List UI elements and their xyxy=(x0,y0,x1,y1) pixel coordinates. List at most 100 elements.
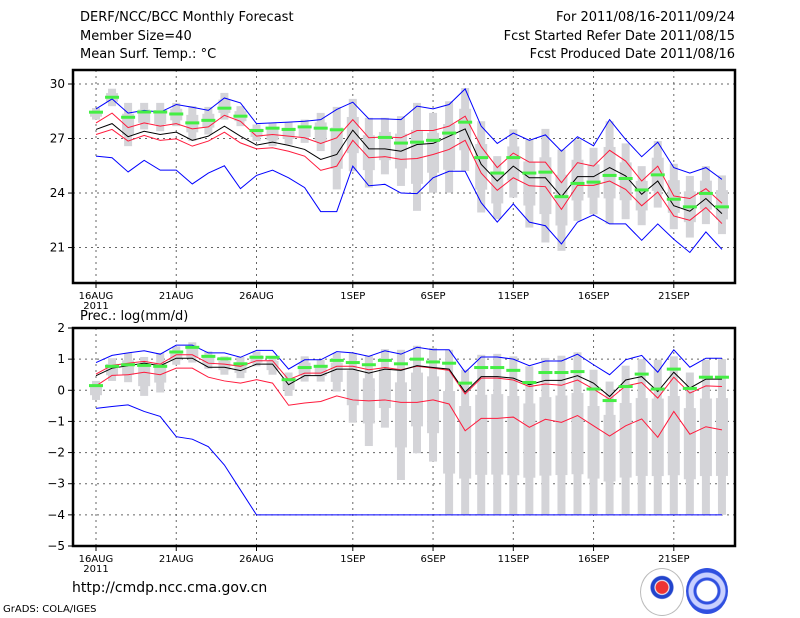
green-marker xyxy=(137,363,152,367)
green-marker xyxy=(329,128,344,132)
green-marker xyxy=(506,368,521,372)
green-marker xyxy=(618,176,633,180)
quartile-box xyxy=(122,113,135,136)
green-marker xyxy=(666,197,681,201)
green-marker xyxy=(201,354,216,358)
series-min-line xyxy=(95,155,723,254)
green-marker xyxy=(650,173,665,177)
series-max-line xyxy=(95,88,723,180)
quartile-box xyxy=(362,135,375,171)
series-lower-line xyxy=(95,128,723,224)
green-marker xyxy=(490,366,505,370)
quartile-box xyxy=(443,391,456,474)
green-marker xyxy=(538,170,553,174)
series-upper-line xyxy=(95,112,723,204)
green-marker xyxy=(377,358,392,362)
green-marker xyxy=(602,173,617,177)
green-marker xyxy=(410,357,424,361)
quartile-box xyxy=(715,398,728,476)
y-tick-label: 2 xyxy=(57,321,65,335)
y-tick-label: 21 xyxy=(50,241,65,255)
green-marker xyxy=(570,370,585,374)
green-marker xyxy=(281,127,296,131)
green-marker xyxy=(618,385,633,389)
quartile-box xyxy=(699,180,712,210)
green-marker xyxy=(682,386,697,390)
x-tick-label: 21AUG xyxy=(159,291,194,302)
quartile-box xyxy=(699,398,712,477)
quartile-box xyxy=(170,350,183,361)
green-marker xyxy=(586,180,601,184)
quartile-box xyxy=(106,363,119,376)
green-marker xyxy=(361,363,376,367)
green-marker xyxy=(650,387,665,391)
x-tick-label: 21AUG xyxy=(159,554,194,565)
green-marker xyxy=(714,375,729,379)
green-marker xyxy=(410,140,424,144)
x-tick-label: 21SEP xyxy=(658,554,689,565)
quartile-box xyxy=(683,408,696,480)
quartile-box xyxy=(539,157,552,215)
green-marker xyxy=(554,195,569,199)
plot-frame xyxy=(71,326,737,548)
quartile-box xyxy=(202,355,215,365)
quartile-box xyxy=(411,129,423,184)
x-tick-year: 2011 xyxy=(83,564,108,575)
green-marker xyxy=(281,378,296,382)
green-marker xyxy=(426,360,441,364)
y-tick-label: 0 xyxy=(57,383,65,397)
series-mean-line xyxy=(95,357,722,398)
forecast-produced-date: Fcst Produced Date 2011/08/16 xyxy=(529,47,735,62)
quartile-box xyxy=(507,146,520,181)
y-tick-label: 24 xyxy=(50,186,65,200)
green-marker xyxy=(458,381,473,385)
quartile-box xyxy=(427,132,440,173)
chart-title: DERF/NCC/BCC Monthly Forecast xyxy=(80,10,294,25)
green-marker xyxy=(474,156,489,160)
x-tick-label: 16AUG xyxy=(79,554,114,565)
quartile-box xyxy=(90,385,102,396)
green-marker xyxy=(538,371,553,375)
x-tick-label: 11SEP xyxy=(498,554,529,565)
green-marker xyxy=(265,355,280,359)
x-tick-label: 6SEP xyxy=(421,291,446,302)
quartile-box xyxy=(603,146,616,199)
quartile-box xyxy=(314,122,327,142)
green-marker xyxy=(426,138,441,142)
quartile-box xyxy=(459,406,472,479)
green-marker xyxy=(249,355,264,359)
y-tick-label: −3 xyxy=(47,477,65,491)
quartile-box xyxy=(218,360,231,371)
quartile-box xyxy=(90,110,102,117)
x-tick-label: 26AUG xyxy=(239,554,274,565)
ncc-logo xyxy=(686,568,728,614)
quartile-box xyxy=(635,398,648,476)
green-marker xyxy=(249,129,264,133)
y-tick-label: −5 xyxy=(47,539,65,553)
green-marker xyxy=(586,387,601,391)
quartile-box xyxy=(298,125,311,138)
green-marker xyxy=(89,384,103,388)
y-tick-label: −2 xyxy=(47,446,65,460)
green-marker xyxy=(185,121,200,125)
green-marker xyxy=(666,367,681,371)
x-tick-label: 26AUG xyxy=(239,291,274,302)
quartile-box xyxy=(571,159,584,201)
member-size: Member Size=40 xyxy=(80,29,192,44)
source-url[interactable]: http://cmdp.ncc.cma.gov.cn xyxy=(72,580,268,596)
green-marker xyxy=(698,191,713,195)
forecast-period: For 2011/08/16-2011/09/24 xyxy=(556,10,735,25)
green-marker xyxy=(474,366,489,370)
bcc-logo xyxy=(640,568,684,616)
quartile-box xyxy=(667,180,680,213)
quartile-box xyxy=(475,394,488,475)
green-marker xyxy=(313,126,328,130)
green-marker xyxy=(201,118,216,122)
series-lower-line xyxy=(95,367,723,439)
quartile-box xyxy=(475,144,488,190)
quartile-box xyxy=(411,372,423,427)
green-marker xyxy=(297,366,312,370)
quartile-box xyxy=(667,395,680,476)
quartile-box xyxy=(378,368,391,409)
